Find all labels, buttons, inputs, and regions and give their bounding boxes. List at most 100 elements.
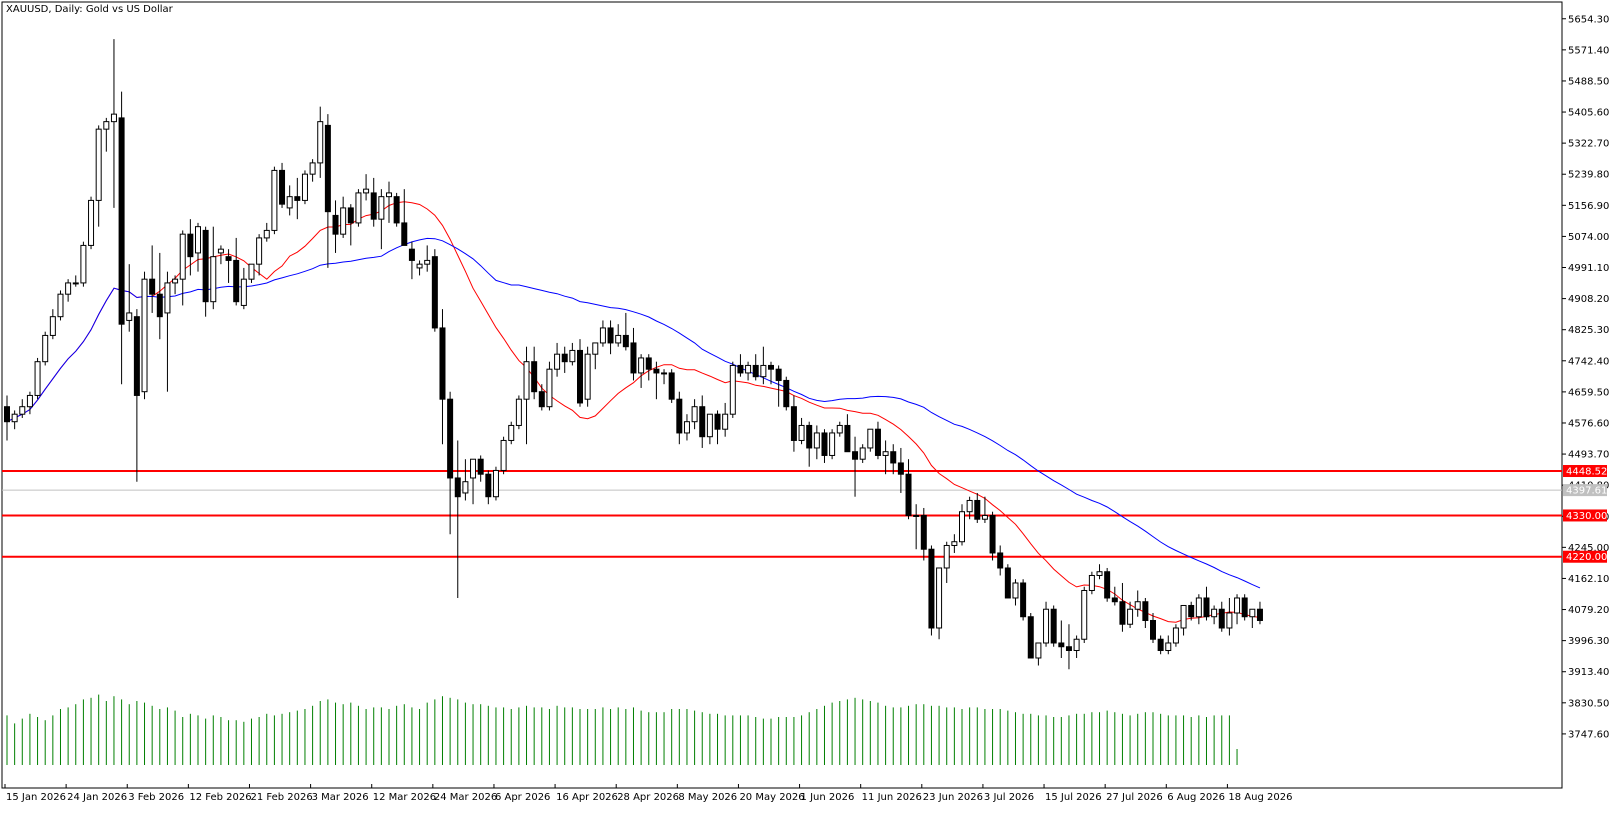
- y-tick-label: 4576.60: [1568, 418, 1609, 429]
- candle-body: [386, 192, 392, 198]
- candle-body: [897, 462, 904, 475]
- candle-body: [34, 361, 41, 396]
- y-tick-label: 5239.80: [1568, 170, 1609, 181]
- candle-body: [1188, 604, 1195, 618]
- candle-body: [500, 439, 507, 471]
- candle-body: [829, 432, 836, 456]
- candle-body: [836, 424, 843, 434]
- level-label-box: [1563, 550, 1607, 563]
- candle-body: [217, 248, 224, 254]
- candle-body: [1020, 582, 1027, 618]
- candle-body: [714, 413, 721, 430]
- candle-body: [248, 263, 255, 280]
- moving-average-fast: [6, 201, 1261, 623]
- x-tick-label: 16 Apr 2026: [556, 792, 618, 803]
- level-label-box: [1563, 465, 1607, 478]
- candle-body: [577, 349, 583, 404]
- y-tick-label: 3996.30: [1568, 636, 1609, 647]
- x-tick-label: 21 Feb 2026: [250, 792, 312, 803]
- moving-average-slow: [6, 237, 1261, 589]
- candle-body: [813, 432, 820, 449]
- chart-title: XAUUSD, Daily: Gold vs US Dollar: [6, 4, 173, 15]
- candle-body: [683, 421, 690, 434]
- candle-body: [768, 364, 774, 370]
- level-label: 4448.52: [1566, 467, 1607, 478]
- candle-body: [1150, 619, 1156, 640]
- candle-body: [546, 368, 553, 408]
- y-tick-label: 4991.10: [1568, 263, 1609, 274]
- candle-body: [1142, 601, 1149, 621]
- level-label: 4220.00: [1566, 552, 1607, 563]
- candle-body: [317, 121, 324, 164]
- candle-body: [760, 364, 767, 378]
- candle-body: [775, 368, 782, 381]
- y-tick-label: 5654.30: [1568, 14, 1609, 25]
- candle-body: [1134, 601, 1141, 610]
- x-tick-label: 6 Apr 2026: [495, 792, 550, 803]
- candle-body: [301, 173, 308, 201]
- candle-body: [57, 293, 64, 318]
- candle-body: [1073, 638, 1080, 651]
- candle-body: [355, 192, 362, 224]
- candle-body: [492, 469, 499, 498]
- candle-body: [1027, 616, 1034, 659]
- candle-body: [133, 316, 140, 396]
- level-label: 4330.00: [1566, 511, 1607, 522]
- current-price-label-box: [1563, 484, 1607, 497]
- candle-body: [393, 196, 400, 224]
- candle-body: [622, 334, 629, 348]
- candle-body: [363, 188, 370, 194]
- candle-body: [706, 413, 713, 438]
- candle-body: [26, 394, 33, 408]
- candle-body: [615, 334, 622, 344]
- candle-body: [951, 541, 958, 546]
- candle-body: [263, 229, 270, 239]
- candle-body: [1234, 597, 1241, 614]
- candle-body: [1058, 642, 1065, 648]
- candle-body: [1050, 608, 1057, 644]
- candle-body: [401, 222, 408, 246]
- candle-body: [874, 428, 881, 456]
- candle-body: [661, 372, 668, 375]
- candle-body: [447, 398, 454, 479]
- candle-body: [1081, 589, 1088, 640]
- candle-body: [1111, 597, 1118, 603]
- candle-body: [408, 248, 415, 261]
- candle-body: [233, 259, 240, 303]
- x-tick-label: 12 Feb 2026: [189, 792, 251, 803]
- candle-body: [431, 256, 438, 329]
- candle-body: [1249, 608, 1256, 618]
- candle-body: [668, 372, 675, 400]
- y-tick-label: 3830.50: [1568, 698, 1609, 709]
- level-label-box: [1563, 509, 1607, 522]
- candle-body: [997, 552, 1004, 569]
- candle-body: [179, 233, 186, 280]
- candle-body: [126, 312, 133, 321]
- candle-body: [1256, 608, 1263, 621]
- candle-body: [798, 424, 805, 441]
- candle-body: [1211, 608, 1218, 618]
- current-price-label: 4397.61: [1566, 486, 1607, 497]
- x-tick-label: 3 Mar 2026: [312, 792, 369, 803]
- candle-body: [1012, 582, 1019, 599]
- candle-body: [592, 342, 599, 355]
- candle-body: [1195, 597, 1202, 618]
- candle-body: [19, 406, 26, 415]
- candle-body: [477, 458, 484, 475]
- plot-frame: [1, 1, 1563, 789]
- candle-body: [821, 432, 828, 456]
- candle-body: [538, 391, 545, 408]
- candle-body: [1104, 571, 1111, 599]
- candle-body: [424, 259, 431, 265]
- candle-body: [294, 196, 301, 201]
- candle-body: [256, 237, 263, 265]
- candle-body: [103, 121, 110, 130]
- candle-body: [149, 278, 156, 295]
- candle-body: [95, 128, 102, 201]
- candle-body: [554, 353, 561, 370]
- candle-body: [699, 406, 706, 438]
- candle-body: [1035, 642, 1042, 659]
- candle-body: [523, 361, 530, 400]
